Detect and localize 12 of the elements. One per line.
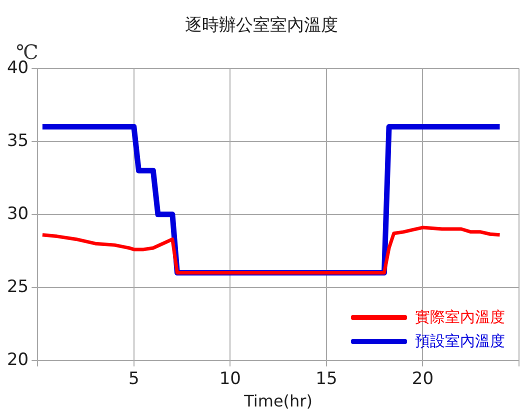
x-axis-title: Time(hr) [243,392,312,411]
y-tick-label: 35 [6,130,29,151]
legend-label: 預設室內溫度 [415,332,505,351]
x-tick-label: 10 [219,369,241,390]
x-tick-label: 15 [316,369,338,390]
y-tick-label: 30 [6,204,29,224]
x-tick-label: 5 [128,369,140,390]
y-tick-label: 20 [6,350,29,370]
y-tick-label: 25 [6,276,29,297]
chart-title: 逐時辦公室室內溫度 [185,16,338,36]
x-tick-label: 20 [412,369,434,390]
legend-label: 實際室內溫度 [415,308,505,327]
